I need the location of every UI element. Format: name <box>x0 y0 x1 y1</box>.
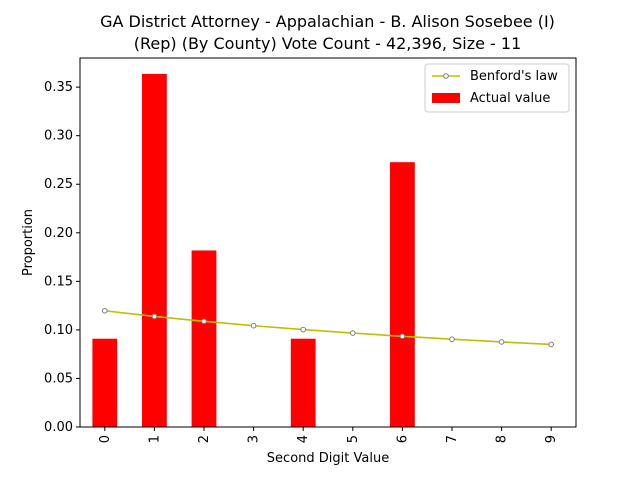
x-tick-label: 5 <box>346 435 361 443</box>
y-tick-label: 0.10 <box>44 323 73 338</box>
x-tick-label: 0 <box>98 435 113 443</box>
y-tick-label: 0.00 <box>44 420 73 435</box>
benford-point-7 <box>449 336 455 343</box>
benford-point-2 <box>201 318 207 325</box>
x-tick-label: 3 <box>247 435 262 443</box>
x-tick-label: 8 <box>495 435 510 443</box>
x-tick-label: 4 <box>296 435 311 443</box>
benford-point-5 <box>350 330 356 336</box>
legend-label-benford: Benford's law <box>470 69 558 84</box>
bar-digit-2 <box>191 250 217 427</box>
y-axis-label: Proportion <box>21 209 36 276</box>
legend-bar-swatch <box>432 93 460 103</box>
x-tick-label: 1 <box>147 435 162 443</box>
benford-point-0 <box>102 307 108 314</box>
legend-box <box>424 63 570 113</box>
x-axis-label: Second Digit Value <box>267 451 389 466</box>
plot-frame <box>79 57 577 428</box>
legend-label-actual: Actual value <box>470 91 550 106</box>
y-tick-label: 0.35 <box>44 80 73 95</box>
x-tick-label: 2 <box>197 435 212 443</box>
benford-point-3 <box>250 322 257 329</box>
chart-title-line-1: GA District Attorney - Appalachian - B. … <box>100 12 555 31</box>
y-tick-label: 0.20 <box>44 226 73 241</box>
chart-title-line-2: (Rep) (By County) Vote Count - 42,396, S… <box>133 34 522 53</box>
x-tick-label: 6 <box>395 435 410 443</box>
benford-point-6 <box>399 333 406 340</box>
benford-point-1 <box>151 313 158 320</box>
y-tick-label: 0.05 <box>44 371 73 386</box>
x-tick-label: 9 <box>544 435 559 443</box>
benford-point-4 <box>300 326 307 333</box>
y-tick-label: 0.30 <box>44 129 73 144</box>
benford-point-9 <box>548 341 555 348</box>
bar-digit-1 <box>142 73 167 428</box>
bar-digit-4 <box>290 338 316 427</box>
bar-digit-6 <box>390 162 415 427</box>
bar-digit-0 <box>92 338 118 427</box>
x-tick-label: 7 <box>445 435 460 443</box>
y-tick-label: 0.25 <box>44 177 73 192</box>
legend-line-marker <box>443 73 449 79</box>
benford-line <box>104 309 552 346</box>
y-tick-label: 0.15 <box>44 274 73 289</box>
benford-point-8 <box>498 339 505 345</box>
